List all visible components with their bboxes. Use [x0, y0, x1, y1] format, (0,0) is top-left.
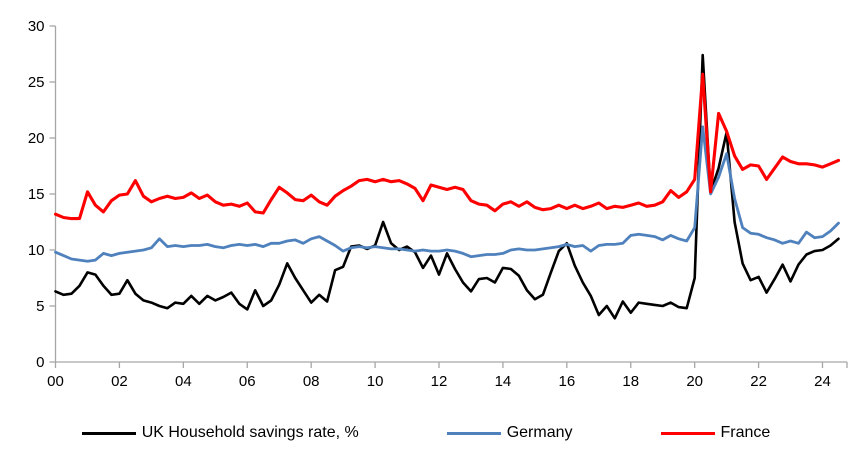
uk-line-swatch — [81, 431, 136, 435]
legend-item-uk: UK Household savings rate, % — [81, 424, 359, 442]
y-tick-label: 30 — [28, 18, 45, 35]
x-tick-label: 00 — [47, 373, 64, 390]
y-tick-label: 10 — [28, 242, 45, 259]
x-tick-label: 14 — [495, 373, 512, 390]
x-tick-label: 20 — [686, 373, 703, 390]
germany-line-swatch — [446, 431, 501, 435]
legend-item-france: France — [660, 424, 771, 442]
x-tick-label: 06 — [239, 373, 256, 390]
legend-label-uk: UK Household savings rate, % — [141, 424, 359, 441]
x-tick-label: 16 — [558, 373, 575, 390]
series-line-uk — [54, 53, 840, 320]
series-line-france — [53, 72, 841, 221]
x-tick-label: 24 — [814, 373, 831, 390]
y-tick-label: 0 — [36, 354, 44, 371]
legend-label-france: France — [720, 424, 771, 441]
france-line-swatch — [660, 431, 715, 435]
x-tick-label: 04 — [175, 373, 192, 390]
y-tick-label: 25 — [28, 74, 45, 91]
legend-label-germany: Germany — [506, 424, 573, 441]
y-tick-label: 20 — [28, 130, 45, 147]
x-tick-label: 02 — [111, 373, 128, 390]
series-line-germany — [54, 125, 840, 263]
x-tick-label: 22 — [750, 373, 767, 390]
chart-legend: UK Household savings rate, % Germany Fra… — [0, 424, 852, 442]
x-tick-label: 12 — [431, 373, 448, 390]
x-tick-label: 08 — [303, 373, 320, 390]
y-tick-label: 5 — [36, 298, 44, 315]
legend-item-germany: Germany — [446, 424, 573, 442]
y-tick-label: 15 — [28, 186, 45, 203]
x-tick-label: 10 — [367, 373, 384, 390]
x-tick-label: 18 — [622, 373, 639, 390]
